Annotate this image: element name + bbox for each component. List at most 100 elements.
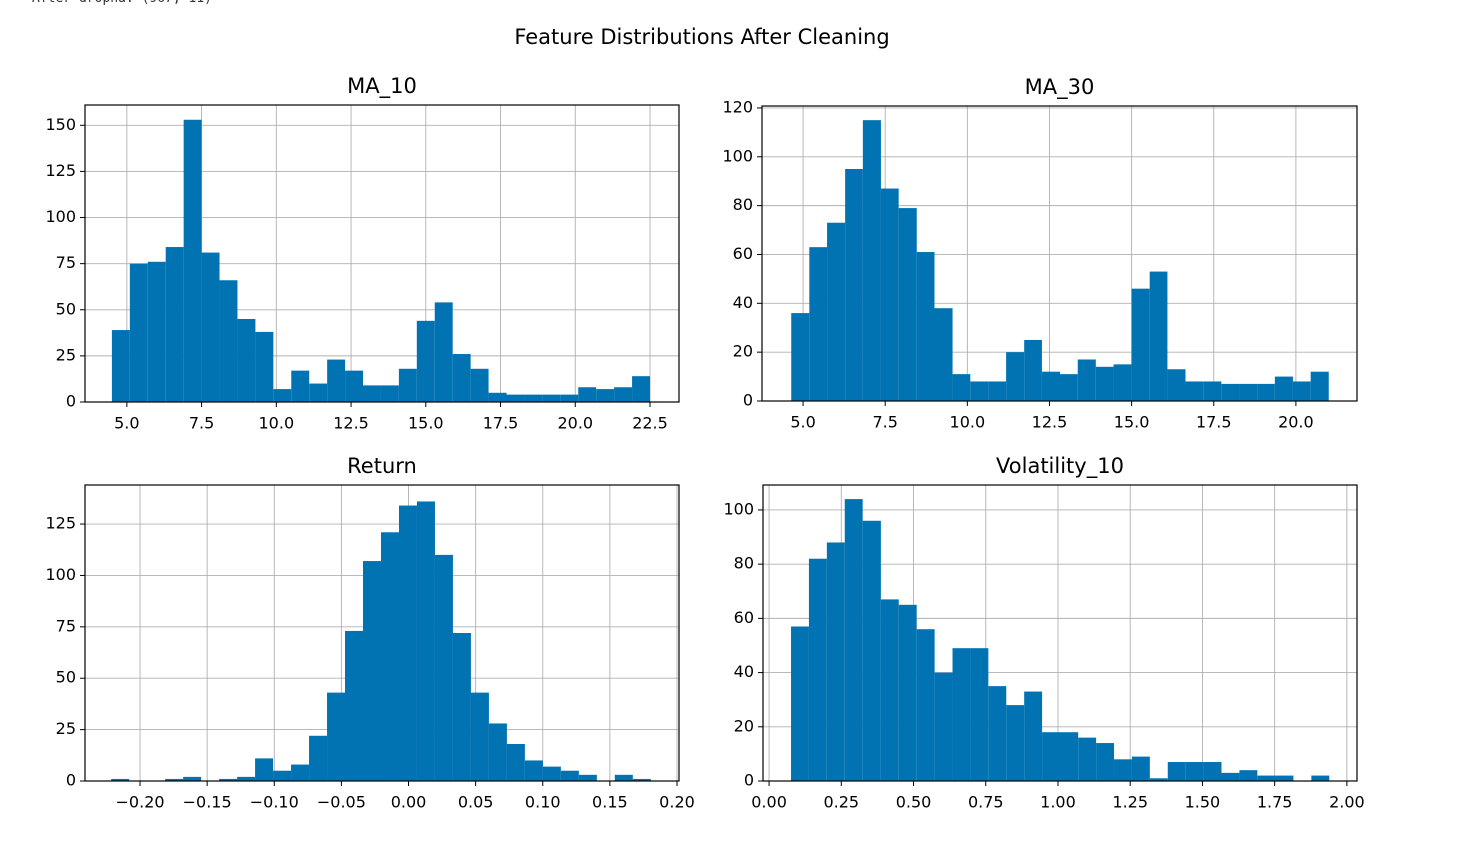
bar: [632, 376, 651, 402]
bar: [578, 387, 597, 402]
bar: [880, 599, 899, 781]
subplot-title: MA_30: [1025, 75, 1095, 100]
x-tick-label: 1.00: [1040, 793, 1076, 812]
bar: [1113, 364, 1132, 401]
bar: [309, 735, 328, 781]
bar: [1167, 762, 1186, 781]
x-tick-label: 20.0: [1278, 413, 1314, 432]
x-tick-label: −0.05: [317, 793, 366, 812]
bar: [1131, 756, 1150, 781]
bar: [1257, 775, 1276, 781]
subplot-title: Return: [347, 454, 417, 478]
subplot-title: MA_10: [347, 74, 417, 99]
bar: [129, 263, 148, 402]
y-tick-label: 25: [56, 719, 76, 738]
bar: [827, 222, 846, 401]
bar: [1024, 339, 1042, 401]
x-tick-label: 7.5: [872, 413, 897, 432]
x-tick-label: 2.00: [1329, 793, 1365, 812]
figure-title: Feature Distributions After Cleaning: [514, 25, 889, 49]
bar: [1006, 705, 1025, 781]
bar: [1203, 381, 1222, 401]
x-tick-label: 1.75: [1257, 793, 1293, 812]
bar: [416, 501, 435, 781]
bar: [452, 354, 471, 402]
bar: [1239, 383, 1258, 401]
bar: [898, 208, 917, 401]
y-tick-label: 40: [733, 293, 753, 312]
bar: [1185, 381, 1204, 401]
bar: [916, 629, 935, 781]
y-tick-label: 0: [66, 392, 76, 411]
y-tick-label: 80: [734, 554, 754, 573]
x-tick-label: 17.5: [1196, 413, 1232, 432]
y-tick-label: 150: [45, 115, 76, 134]
bar: [1059, 374, 1078, 401]
x-tick-label: 17.5: [483, 414, 519, 433]
output-text: After dropna: (967, 11): [32, 0, 212, 6]
subplot: MA_30 5.0 7.5 10.0 12.5 15.0 17.5 20.0 0 20 40 60 80…: [722, 75, 1358, 432]
bar: [1006, 352, 1025, 401]
bar: [809, 247, 828, 401]
bar: [398, 368, 417, 402]
x-tick-label: 0.15: [592, 793, 628, 812]
bar: [327, 359, 346, 402]
bars: [111, 501, 651, 781]
y-tick-label: 20: [733, 342, 753, 361]
x-tick-label: 1.50: [1185, 793, 1221, 812]
bar: [434, 302, 453, 402]
x-tick-label: 15.0: [408, 414, 444, 433]
x-tick-label: 0.25: [823, 793, 859, 812]
x-tick-label: −0.20: [116, 793, 165, 812]
bar: [542, 766, 561, 781]
x-tick-label: 0.00: [391, 793, 427, 812]
bar: [560, 394, 579, 402]
subplot: Return −0.20 −0.15 −0.10 −0.05 0.00 0.05 0.10 0.…: [45, 454, 694, 812]
x-tick-label: 12.5: [1032, 413, 1068, 432]
bar: [791, 313, 810, 401]
y-tick-label: 125: [45, 514, 76, 533]
y-tick-label: 20: [734, 716, 754, 735]
y-tick-label: 125: [45, 161, 76, 180]
bar: [183, 119, 202, 403]
subplot: Volatility_10 0.00 0.25 0.50 0.75 1.00 1.25 1.5…: [723, 454, 1364, 812]
bar: [560, 770, 579, 781]
bar: [1095, 366, 1114, 401]
bar: [952, 648, 971, 781]
bar: [1274, 376, 1293, 401]
subplot: MA_10 5.0 7.5 10.0 12.5 15.0 17.5 20.0 22.5 0 25 50…: [45, 74, 680, 433]
bar: [988, 381, 1007, 401]
bar: [1221, 772, 1240, 781]
bar: [1275, 775, 1294, 781]
x-tick-label: 0.00: [751, 793, 787, 812]
axes-frame: [761, 105, 1358, 402]
bar: [219, 280, 238, 402]
bar: [524, 760, 543, 781]
bar: [309, 383, 328, 402]
bars: [111, 119, 651, 403]
x-tick-label: 20.0: [557, 414, 593, 433]
bar: [1239, 770, 1258, 781]
x-tick-label: 0.75: [968, 793, 1004, 812]
bar: [614, 387, 633, 402]
bar: [1077, 359, 1096, 401]
bar: [1078, 737, 1097, 781]
bar: [488, 723, 507, 781]
bar: [237, 776, 256, 781]
y-tick-label: 25: [56, 345, 76, 364]
bar: [147, 261, 166, 402]
bar: [345, 630, 364, 781]
x-tick-label: 12.5: [333, 414, 369, 433]
bar: [844, 499, 863, 781]
bar: [111, 330, 130, 402]
x-tick-label: 0.50: [896, 793, 932, 812]
bar: [1292, 381, 1311, 401]
bar: [898, 604, 917, 781]
y-tick-label: 60: [733, 244, 753, 263]
x-tick-label: 10.0: [950, 413, 986, 432]
bar: [219, 778, 238, 781]
bar: [470, 692, 489, 781]
bar: [327, 692, 346, 781]
